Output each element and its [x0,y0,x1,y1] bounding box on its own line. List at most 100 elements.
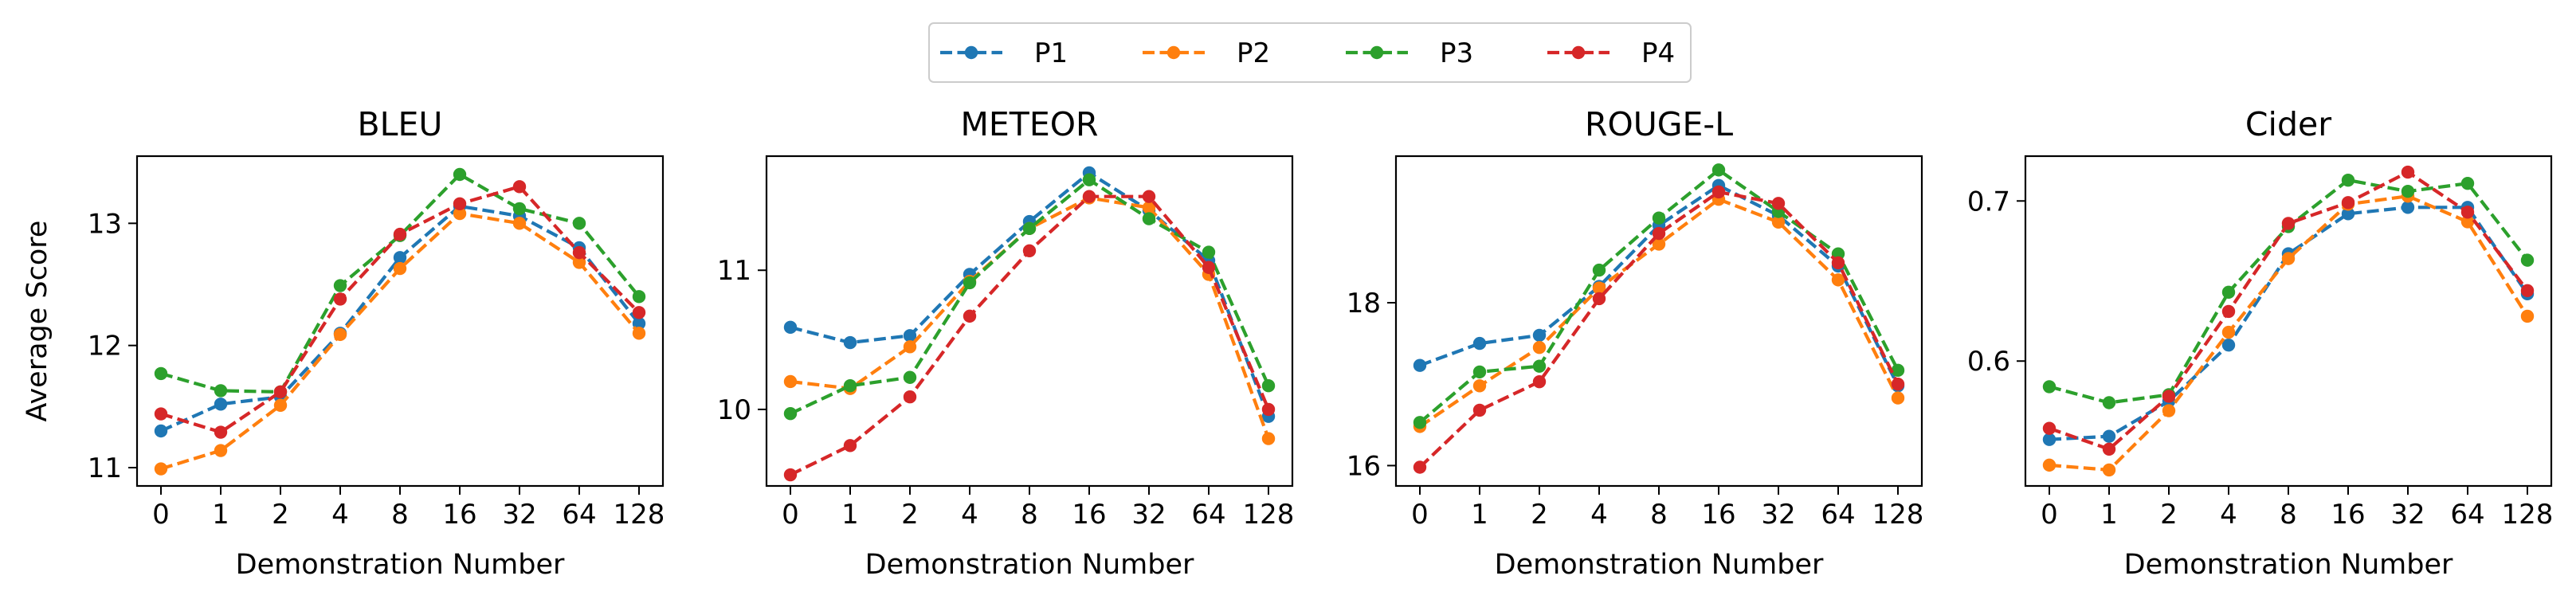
data-point [1413,416,1427,429]
data-point [1413,358,1427,372]
data-point [963,309,977,323]
x-tick-label: 128 [2502,499,2554,531]
x-tick-label: 1 [2100,499,2118,531]
data-point [2221,285,2236,300]
data-point [512,202,527,216]
data-point [333,279,347,292]
data-point [2520,309,2535,323]
data-point [1142,190,1156,203]
x-tick-label: 8 [2280,499,2297,531]
data-point [2460,176,2475,190]
data-point [1532,374,1547,389]
legend-label: P1 [1034,37,1068,69]
legend-marker [1571,45,1586,60]
legend: P1 P2 P3 P4 [928,22,1692,83]
data-point [333,327,347,342]
data-point [1202,245,1216,259]
data-point [1711,185,1726,199]
x-tick-label: 128 [1872,499,1924,531]
data-point [2221,325,2236,339]
data-point [2162,404,2176,417]
y-tick-label: 18 [1347,288,1381,319]
data-point [1142,201,1156,214]
x-tick-label: 4 [331,499,349,531]
data-point [2460,215,2475,229]
x-tick-label: 64 [562,499,596,531]
data-point [154,407,168,421]
x-tick-label: 32 [1131,499,1166,531]
legend-item-p4: P4 [1547,37,1675,69]
data-point [2042,421,2056,435]
y-tick-label: 11 [88,452,122,484]
legend-item-p3: P3 [1346,37,1473,69]
subplot-rouge-l: ROUGE-L 0 1 2 4 8 16 32 64 128 16 18 Demonstration N… [1347,105,1924,581]
data-point [783,406,798,421]
data-point [1261,402,1276,417]
data-point [1472,336,1487,351]
x-tick-label: 128 [614,499,665,531]
series-p4 [1413,185,1905,474]
data-point [273,385,288,399]
data-point [2102,463,2116,477]
data-point [572,245,586,260]
data-point [453,197,467,210]
x-tick-label: 1 [212,499,229,531]
x-tick-label: 8 [1650,499,1668,531]
data-point [512,180,527,194]
data-point [214,398,228,411]
data-point [1022,221,1037,236]
x-tick-label: 1 [841,499,859,531]
x-tick-label: 16 [1701,499,1735,531]
legend-frame [928,22,1692,83]
data-point [2162,390,2176,403]
data-point [2221,338,2236,352]
data-point [1082,190,1096,203]
data-point [632,306,646,319]
data-point [1592,263,1606,277]
y-tick-label: 16 [1347,450,1381,482]
x-axis-label: Demonstration Number [1495,549,1824,581]
x-tick-label: 64 [1821,499,1855,531]
data-point [1472,365,1487,379]
x-tick-label: 8 [391,499,409,531]
x-tick-label: 4 [1590,499,1608,531]
data-point [333,292,347,306]
legend-marker [1370,45,1384,60]
legend-label: P2 [1237,37,1270,69]
data-point [2102,442,2116,456]
data-point [2281,217,2296,230]
data-point [453,167,467,182]
data-point [632,327,646,340]
data-point [2102,396,2116,409]
x-tick-label: 8 [1021,499,1038,531]
data-point [2042,433,2056,446]
y-axis-label: Average Score [22,221,53,422]
legend-label: P4 [1641,37,1675,69]
x-tick-label: 4 [961,499,978,531]
data-point [2401,201,2415,214]
x-tick-label: 2 [272,499,289,531]
y-tick-label: 13 [88,208,122,240]
legend-label: P3 [1440,37,1473,69]
data-point [1532,341,1547,355]
legend-marker [964,45,978,60]
legend-item-p1: P1 [940,37,1068,69]
data-point [1472,379,1487,393]
data-point [393,227,407,241]
data-point [214,384,228,398]
data-point [1532,359,1547,373]
series-p3 [1413,163,1905,429]
data-point [1891,391,1905,405]
data-point [1771,215,1786,229]
data-point [1532,328,1547,343]
axes-frame [1394,155,1923,488]
data-point [393,251,407,264]
data-point [1891,378,1905,391]
x-tick-label: 16 [2331,499,2365,531]
legend-item-p2: P2 [1143,37,1270,69]
x-axis-label: Demonstration Number [236,549,565,581]
